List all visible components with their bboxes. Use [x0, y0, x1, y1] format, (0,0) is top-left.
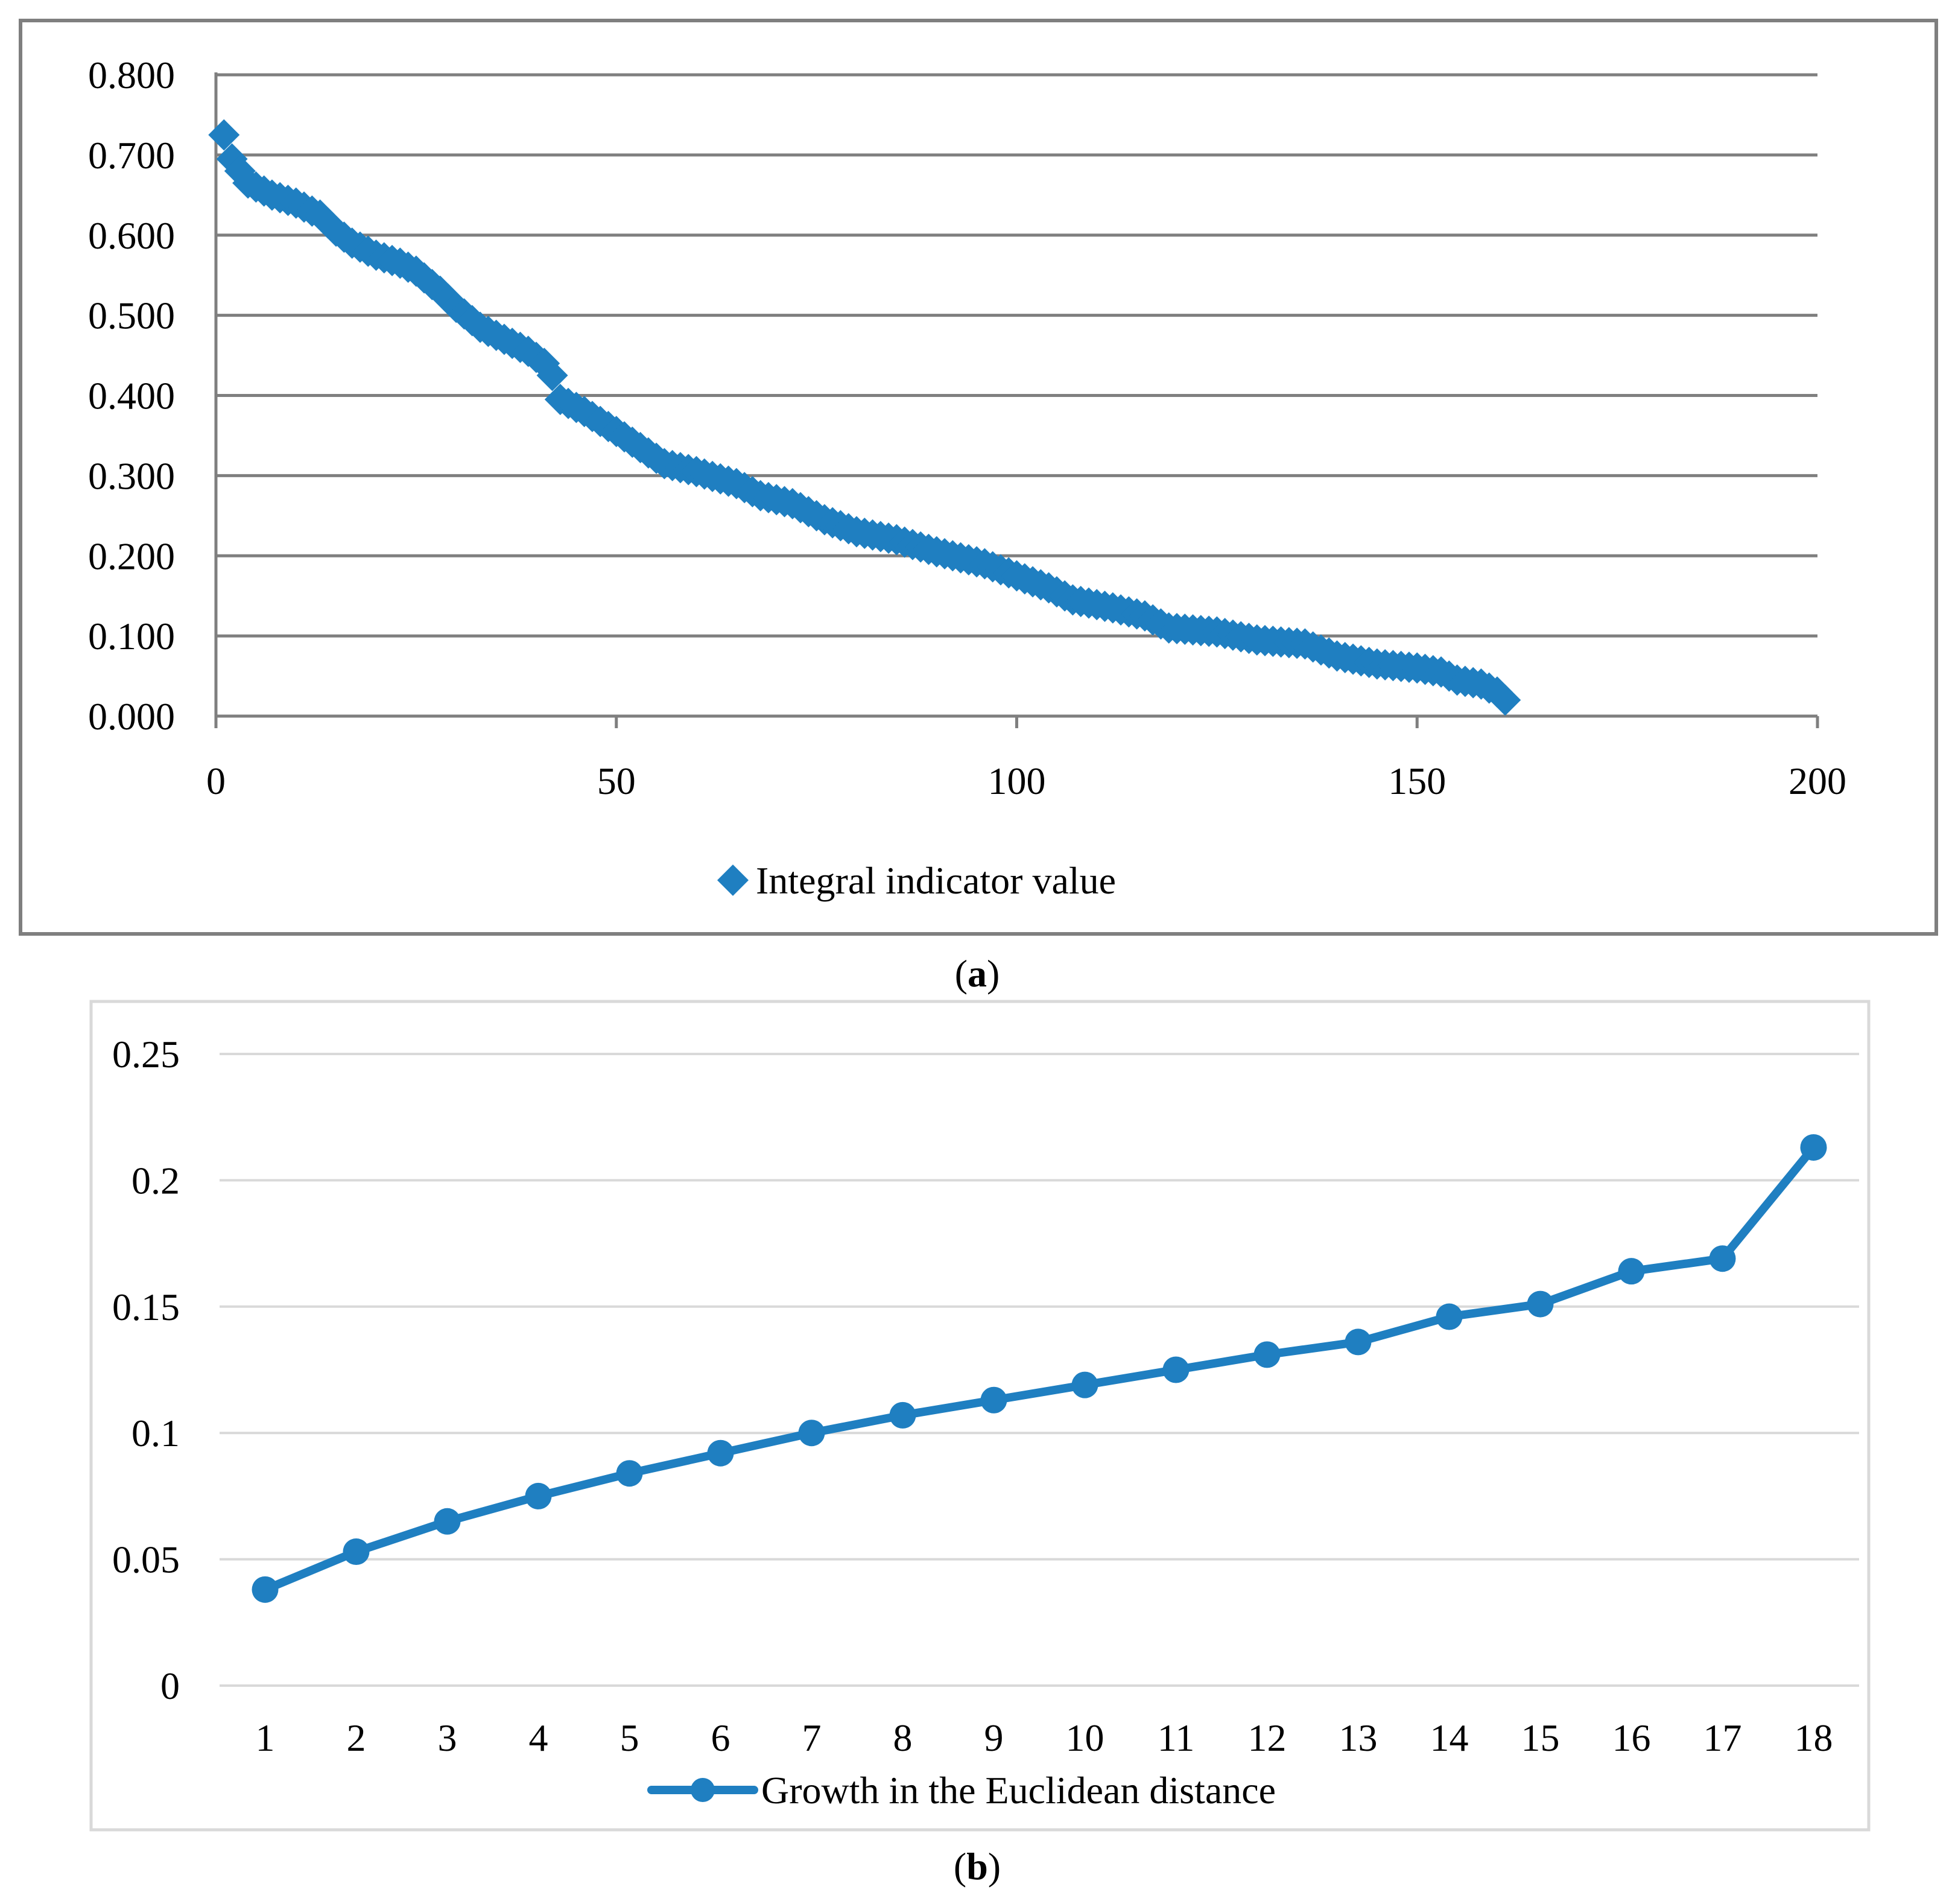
chart-b-gridlines — [220, 1053, 1859, 1687]
chart-b-point — [798, 1420, 825, 1447]
chart-b: 00.050.10.150.20.25 1 2 3 4 5 6 7 8 9 10 11 12 13 14 1… — [89, 1000, 1871, 1832]
chart-b-x-tick-label: 3 — [438, 1716, 457, 1759]
chart-a-axes — [214, 72, 1819, 728]
chart-b-x-tick-label: 6 — [711, 1716, 730, 1759]
chart-b-point — [980, 1386, 1007, 1414]
chart-b-point — [1345, 1328, 1372, 1356]
chart-b-y-tick-labels: 0 0.05 0.1 0.15 0.2 0.25 — [112, 1033, 180, 1707]
chart-b-point — [889, 1401, 916, 1429]
chart-b-y-tick-label: 0.15 — [112, 1286, 180, 1328]
chart-b-x-tick-label: 15 — [1521, 1716, 1560, 1759]
chart-a-x-tick-label: 200 — [1789, 760, 1846, 802]
chart-b-x-tick-label: 9 — [984, 1716, 1004, 1759]
chart-b-y-tick-label: 0.05 — [112, 1538, 180, 1581]
chart-b-point — [1436, 1303, 1463, 1330]
chart-b-point — [343, 1538, 370, 1566]
chart-b-x-tick-labels: 1 2 3 4 5 6 7 8 9 10 11 12 13 14 15 16 17 18 — [256, 1716, 1833, 1759]
chart-b-y-tick-label: 0.2 — [131, 1159, 180, 1202]
chart-b-x-tick-label: 12 — [1248, 1716, 1287, 1759]
chart-b-y-tick-label: 0.1 — [131, 1412, 180, 1455]
chart-b-x-tick-label: 1 — [256, 1716, 275, 1759]
chart-b-point — [525, 1482, 552, 1509]
chart-b-point — [252, 1576, 279, 1603]
chart-a-y-tick-label: 0.300 — [88, 454, 175, 497]
chart-b-x-tick-label: 14 — [1430, 1716, 1469, 1759]
chart-a-frame — [19, 19, 1938, 936]
chart-b-point — [1071, 1371, 1098, 1398]
chart-b-point — [1527, 1290, 1554, 1318]
chart-b-x-tick-label: 5 — [620, 1716, 639, 1759]
chart-a-y-tick-label: 0.600 — [88, 214, 175, 257]
chart-a-y-tick-label: 0.400 — [88, 375, 175, 417]
chart-a-legend-diamond-icon — [717, 865, 749, 896]
chart-a-x-tick-labels: 0 50 100 150 200 — [206, 760, 1846, 802]
chart-b-point — [1618, 1258, 1645, 1285]
chart-b-x-tick-label: 11 — [1158, 1716, 1195, 1759]
chart-b-legend-circle-icon — [691, 1778, 715, 1802]
chart-b-point — [1162, 1356, 1190, 1383]
chart-b-x-tick-label: 7 — [802, 1716, 822, 1759]
chart-b-point — [434, 1508, 461, 1535]
chart-b-legend: Growth in the Euclidean distance — [647, 1769, 1276, 1812]
chart-a-y-tick-label: 0.000 — [88, 695, 175, 738]
chart-a-y-tick-label: 0.200 — [88, 535, 175, 577]
chart-b-x-tick-label: 17 — [1703, 1716, 1742, 1759]
chart-b-point — [1709, 1245, 1736, 1272]
chart-b-series-points — [252, 1134, 1827, 1603]
chart-b-x-tick-label: 18 — [1795, 1716, 1833, 1759]
chart-b-x-tick-label: 8 — [893, 1716, 913, 1759]
chart-b-legend-label: Growth in the Euclidean distance — [761, 1769, 1276, 1812]
chart-a-point — [1489, 684, 1521, 716]
panel-label-a: (a) — [955, 952, 1000, 995]
chart-a: 0.000 0.100 0.200 0.300 0.400 0.500 0.600 0.700… — [19, 19, 1938, 936]
chart-a-legend-label: Integral indicator value — [756, 859, 1116, 902]
chart-b-point — [707, 1439, 734, 1467]
chart-a-x-tick-label: 100 — [988, 760, 1046, 802]
chart-b-x-tick-label: 4 — [529, 1716, 548, 1759]
chart-a-legend: Integral indicator value — [717, 859, 1116, 902]
chart-b-x-tick-label: 16 — [1612, 1716, 1651, 1759]
chart-a-y-tick-label: 0.700 — [88, 134, 175, 177]
chart-a-y-tick-label: 0.800 — [88, 54, 175, 97]
chart-a-series-points — [208, 119, 1521, 716]
chart-a-y-tick-labels: 0.000 0.100 0.200 0.300 0.400 0.500 0.600 0.700… — [88, 54, 175, 738]
chart-b-y-tick-label: 0 — [160, 1664, 180, 1707]
chart-b-x-tick-label: 10 — [1066, 1716, 1104, 1759]
chart-a-point — [208, 119, 240, 151]
chart-a-point — [536, 360, 568, 392]
chart-b-point — [616, 1460, 643, 1487]
chart-b-x-tick-label: 2 — [347, 1716, 366, 1759]
chart-b-x-tick-label: 13 — [1339, 1716, 1378, 1759]
chart-a-y-tick-label: 0.500 — [88, 294, 175, 337]
chart-b-frame — [89, 1000, 1871, 1832]
chart-a-x-tick-label: 150 — [1388, 760, 1446, 802]
chart-b-point — [1253, 1341, 1281, 1368]
chart-b-y-tick-label: 0.25 — [112, 1033, 180, 1076]
panel-label-b: (b) — [954, 1845, 1001, 1888]
chart-a-y-tick-label: 0.100 — [88, 615, 175, 658]
chart-a-x-tick-label: 0 — [206, 760, 226, 802]
chart-a-x-tick-label: 50 — [597, 760, 636, 802]
chart-b-point — [1800, 1134, 1827, 1161]
chart-b-series-line — [261, 1143, 1818, 1594]
